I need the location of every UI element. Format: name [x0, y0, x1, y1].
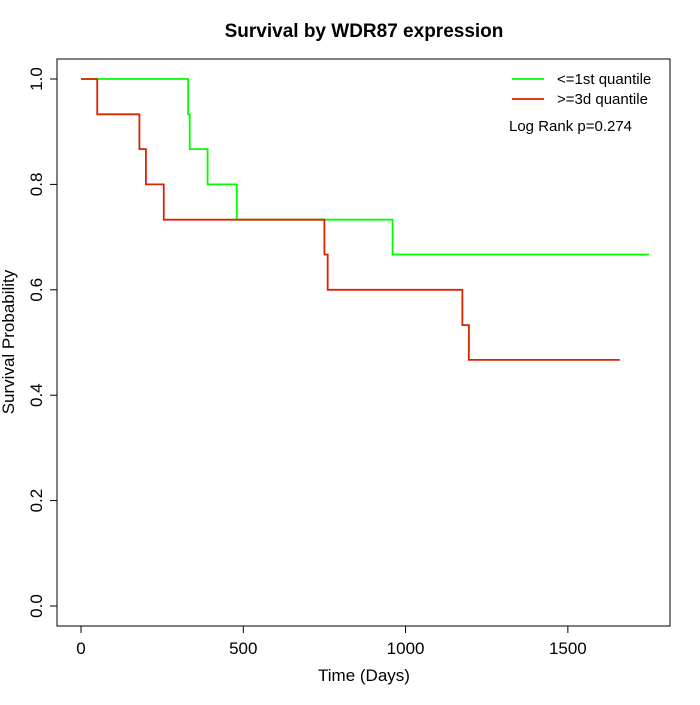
legend-label: <=1st quantile — [557, 71, 651, 88]
y-tick-label: 0.6 — [27, 278, 46, 302]
x-tick-label: 0 — [76, 639, 85, 658]
series-layer — [81, 78, 649, 361]
legend-label: >=3d quantile — [557, 91, 648, 108]
series-line-high-quantile — [81, 78, 620, 361]
y-axis-label: Survival Probability — [0, 269, 18, 414]
x-tick-label: 1000 — [387, 639, 425, 658]
y-tick-label: 1.0 — [27, 67, 46, 91]
series-line-low-quantile — [81, 78, 649, 256]
x-axis: 0 500 1000 1500 — [76, 625, 587, 658]
legend: <=1st quantile >=3d quantile — [512, 71, 651, 108]
x-tick-label: 500 — [229, 639, 257, 658]
log-rank-annotation: Log Rank p=0.274 — [509, 118, 632, 135]
x-tick-label: 1500 — [549, 639, 587, 658]
x-axis-label: Time (Days) — [318, 666, 410, 685]
y-axis: 0.0 0.2 0.4 0.6 0.8 1.0 — [27, 67, 58, 618]
y-tick-label: 0.2 — [27, 489, 46, 513]
y-tick-label: 0.8 — [27, 173, 46, 197]
y-tick-label: 0.4 — [27, 383, 46, 407]
chart-title: Survival by WDR87 expression — [225, 21, 504, 42]
y-tick-label: 0.0 — [27, 594, 46, 618]
